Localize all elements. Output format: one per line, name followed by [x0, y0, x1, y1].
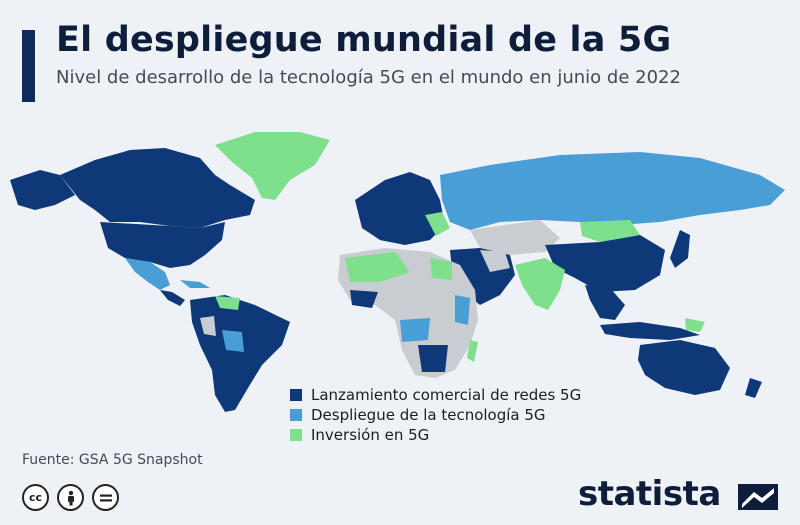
region-southeast-asia	[585, 285, 625, 320]
region-new-zealand	[745, 378, 762, 398]
region-central-africa	[400, 318, 430, 342]
region-japan	[670, 230, 690, 268]
region-north-africa	[345, 252, 410, 282]
region-east-africa	[455, 295, 470, 325]
page-subtitle: Nivel de desarrollo de la tecnología 5G …	[56, 67, 681, 88]
source-note: Fuente: GSA 5G Snapshot	[22, 452, 203, 468]
region-egypt	[430, 258, 452, 280]
region-china	[545, 235, 665, 292]
legend-swatch-launch	[290, 389, 302, 401]
region-greenland	[215, 132, 330, 200]
title-accent-bar	[22, 30, 35, 102]
region-russia	[440, 152, 785, 230]
region-iran	[480, 250, 510, 272]
region-west-africa	[350, 290, 378, 308]
page-title: El despliegue mundial de la 5G	[56, 20, 672, 60]
region-europe	[355, 172, 445, 245]
creative-commons-icon[interactable]: cc	[22, 484, 49, 511]
region-central-asia	[470, 220, 560, 255]
brand-logo[interactable]: statista	[578, 474, 721, 514]
region-australia	[638, 340, 730, 395]
region-madagascar	[467, 340, 478, 362]
region-india	[515, 258, 565, 310]
region-southern-africa	[418, 345, 448, 372]
legend-item-launch: Lanzamiento comercial de redes 5G	[290, 385, 581, 405]
legend-item-deployment: Despliegue de la tecnología 5G	[290, 405, 581, 425]
legend-label-investment: Inversión en 5G	[311, 426, 430, 444]
attribution-icon[interactable]	[57, 484, 84, 511]
legend-item-investment: Inversión en 5G	[290, 425, 581, 445]
region-south-america	[190, 295, 290, 412]
region-central-america	[160, 290, 185, 306]
no-derivatives-icon[interactable]	[92, 484, 119, 511]
statista-logo-icon	[738, 484, 778, 510]
legend-swatch-investment	[290, 429, 302, 441]
legend: Lanzamiento comercial de redes 5G Despli…	[290, 385, 581, 445]
region-venezuela	[215, 296, 240, 310]
region-balkans	[425, 212, 450, 236]
legend-swatch-deployment	[290, 409, 302, 421]
region-alaska	[10, 170, 75, 210]
region-mexico	[125, 258, 170, 290]
region-caribbean	[180, 280, 210, 288]
license-icons: cc	[22, 484, 119, 511]
region-canada	[60, 148, 255, 228]
region-indonesia	[600, 322, 700, 340]
region-andes-gray	[200, 316, 216, 336]
legend-label-deployment: Despliegue de la tecnología 5G	[311, 406, 546, 424]
region-new-guinea	[685, 318, 705, 332]
region-mongolia	[580, 220, 640, 242]
world-map	[10, 132, 785, 412]
region-usa	[100, 222, 225, 268]
legend-label-launch: Lanzamiento comercial de redes 5G	[311, 386, 582, 404]
region-bolivia	[222, 330, 244, 352]
